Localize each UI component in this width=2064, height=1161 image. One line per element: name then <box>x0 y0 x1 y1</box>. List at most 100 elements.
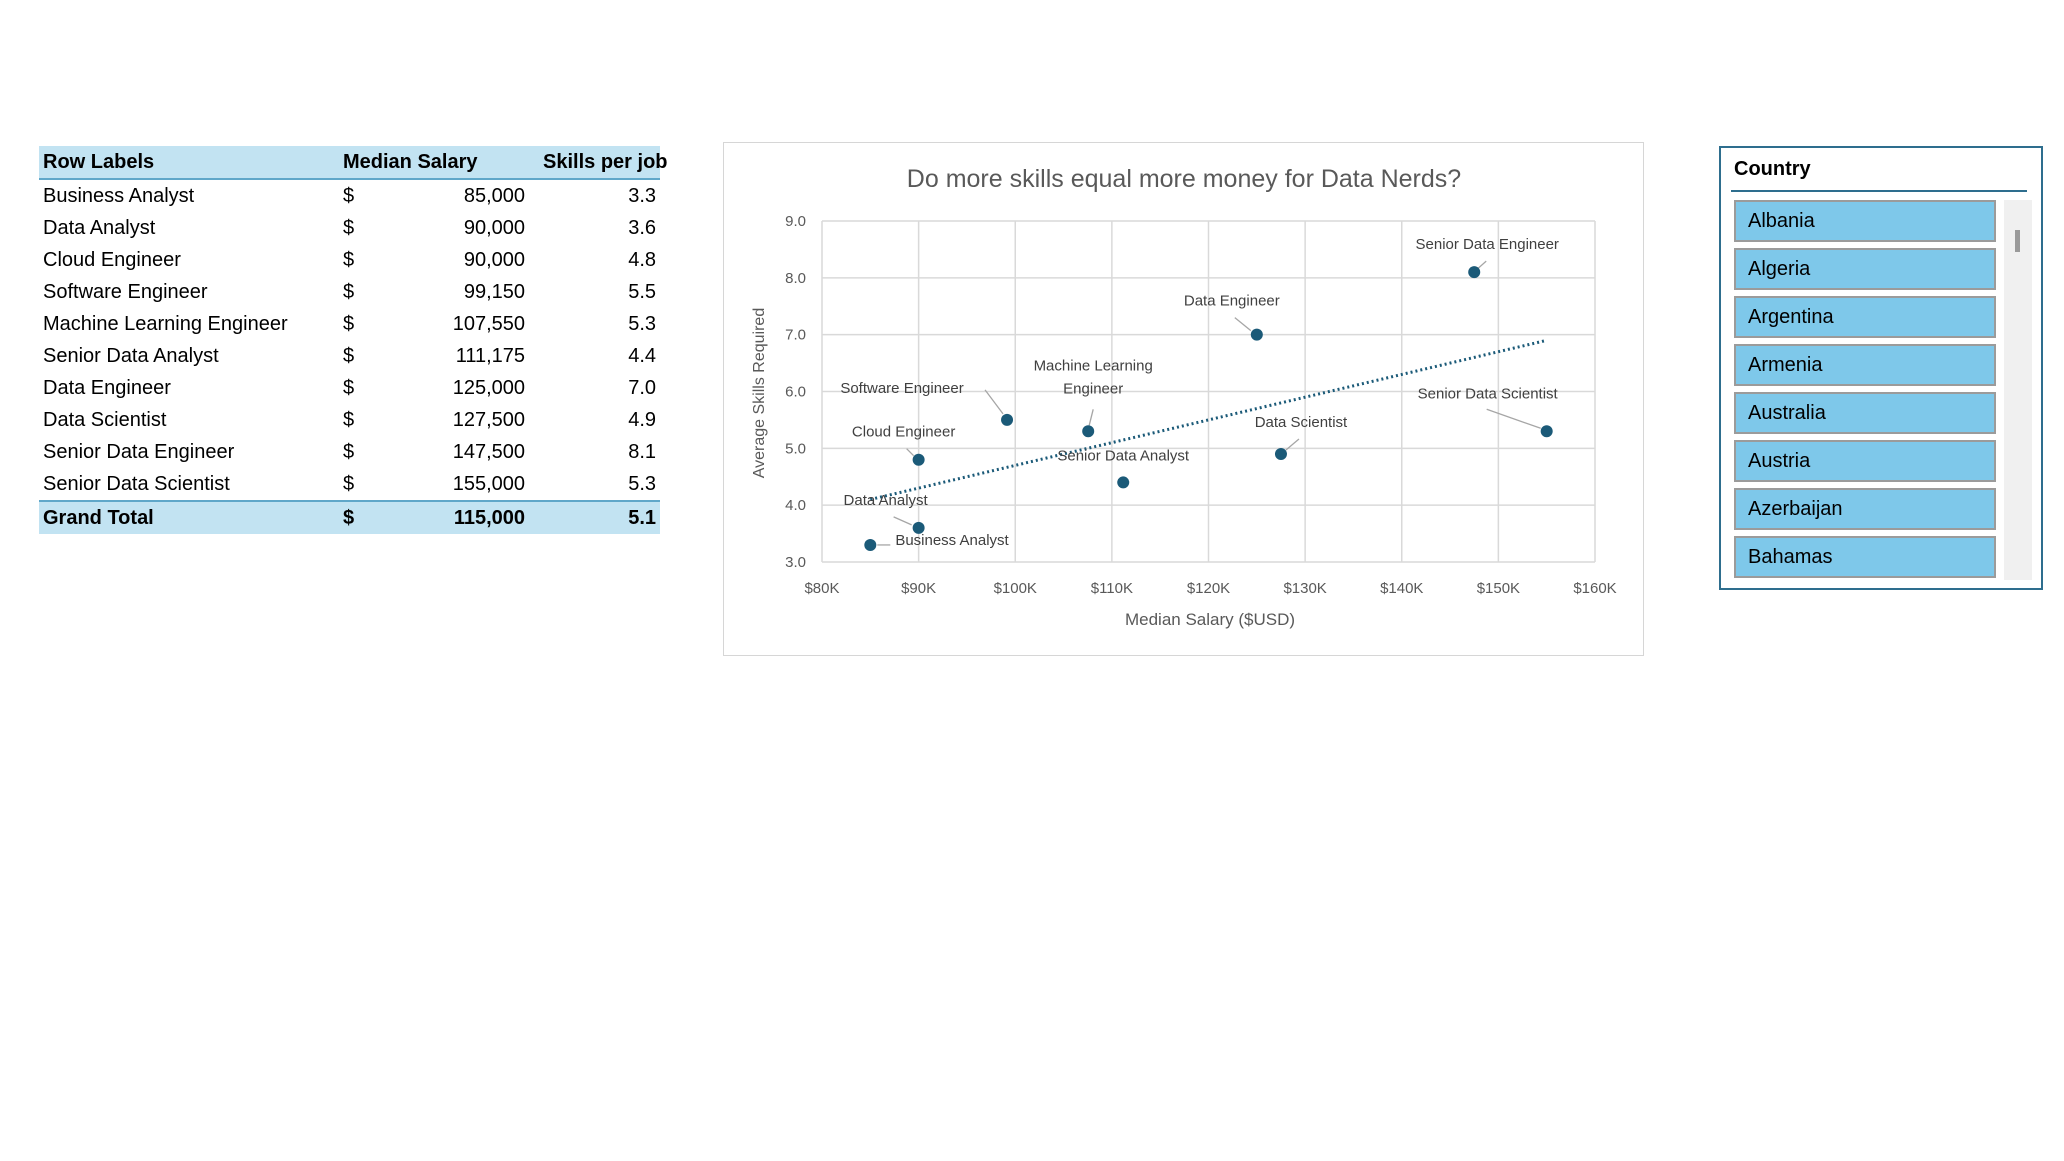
row-label[interactable]: Senior Data Scientist <box>43 472 230 495</box>
slicer-item[interactable]: Bahamas <box>1734 536 1996 578</box>
data-label-leader <box>1088 409 1094 426</box>
pivot-table: Row Labels Median Salary Skills per job … <box>39 146 668 534</box>
row-currency[interactable]: $ <box>343 280 355 303</box>
x-axis-title: Median Salary ($USD) <box>1125 610 1295 629</box>
row-label[interactable]: Data Analyst <box>43 216 156 239</box>
y-tick-label: 7.0 <box>785 327 806 344</box>
row-label[interactable]: Software Engineer <box>43 280 208 303</box>
chart-points: Business Analyst Data Analyst Cloud Engine… <box>840 236 1559 551</box>
scatter-point[interactable] <box>1468 266 1481 279</box>
scatter-point[interactable] <box>1274 448 1287 461</box>
slicer-scrollbar[interactable] <box>2004 200 2032 580</box>
slicer-divider <box>1731 190 2027 192</box>
row-skills[interactable]: 3.3 <box>628 184 657 207</box>
scatter-point[interactable] <box>1001 413 1014 426</box>
row-label[interactable]: Data Scientist <box>43 408 167 431</box>
data-label: Data Engineer <box>1184 293 1280 310</box>
row-currency[interactable]: $ <box>343 216 355 239</box>
header-row-labels[interactable]: Row Labels <box>39 146 339 180</box>
y-tick-label: 8.0 <box>785 270 806 287</box>
row-currency[interactable]: $ <box>343 408 355 431</box>
row-salary[interactable]: 111,175 <box>455 344 526 367</box>
slicer-item[interactable]: Azerbaijan <box>1734 488 1996 530</box>
row-label[interactable]: Business Analyst <box>43 184 195 207</box>
row-skills[interactable]: 7.0 <box>628 376 657 399</box>
row-salary[interactable]: 107,550 <box>452 312 526 335</box>
pivot-row: Machine Learning Engineer $107,550 5.3 <box>39 308 660 340</box>
y-tick-label: 6.0 <box>785 384 806 401</box>
x-tick-label: $110K <box>1091 580 1133 597</box>
row-label[interactable]: Senior Data Engineer <box>43 440 235 463</box>
pivot-grand-total-row: Grand Total $ 115,000 5.1 <box>39 500 661 534</box>
row-skills[interactable]: 4.9 <box>628 408 657 431</box>
x-tick-label: $160K <box>1573 580 1616 597</box>
row-skills[interactable]: 5.3 <box>628 472 657 495</box>
slicer-item[interactable]: Austria <box>1734 440 1996 482</box>
slicer-item[interactable]: Australia <box>1734 392 1996 434</box>
grand-total-label[interactable]: Grand Total <box>39 500 339 534</box>
header-median-salary[interactable]: Median Salary <box>339 146 530 180</box>
row-salary[interactable]: 125,000 <box>452 376 526 399</box>
country-slicer[interactable]: Country Albania Algeria Argentina Armenia Au… <box>1719 146 2043 590</box>
row-skills[interactable]: 3.6 <box>628 216 657 239</box>
row-salary[interactable]: 85,000 <box>463 184 526 207</box>
row-currency[interactable]: $ <box>343 376 355 399</box>
slicer-item[interactable]: Algeria <box>1734 248 1996 290</box>
row-skills[interactable]: 8.1 <box>628 440 657 463</box>
grand-total-skills[interactable]: 5.1 <box>529 500 661 534</box>
slicer-item[interactable]: Albania <box>1734 200 1996 242</box>
row-currency[interactable]: $ <box>343 312 355 335</box>
y-tick-label: 4.0 <box>785 497 806 514</box>
scatter-point[interactable] <box>1540 425 1553 438</box>
pivot-row: Senior Data Engineer $147,500 8.1 <box>39 436 660 468</box>
scatter-point[interactable] <box>864 538 877 551</box>
row-salary[interactable]: 147,500 <box>452 440 526 463</box>
scatter-point[interactable] <box>1117 476 1130 489</box>
row-salary[interactable]: 155,000 <box>452 472 526 495</box>
data-label: Cloud Engineer <box>852 424 955 441</box>
pivot-row: Senior Data Analyst $111,175 4.4 <box>39 340 660 372</box>
chart-gridlines <box>821 220 1596 563</box>
scatter-point[interactable] <box>912 453 925 466</box>
row-skills[interactable]: 5.5 <box>628 280 657 303</box>
row-currency[interactable]: $ <box>343 248 355 271</box>
data-label: Senior Data Engineer <box>1416 236 1559 253</box>
data-label-leader <box>1285 438 1300 451</box>
row-salary[interactable]: 90,000 <box>463 216 526 239</box>
row-currency[interactable]: $ <box>343 184 355 207</box>
data-label-leader <box>1476 260 1487 270</box>
row-label[interactable]: Senior Data Analyst <box>43 344 219 367</box>
slicer-item[interactable]: Argentina <box>1734 296 1996 338</box>
x-tick-label: $80K <box>804 580 839 597</box>
row-label[interactable]: Cloud Engineer <box>43 248 181 271</box>
grand-total-salary[interactable]: 115,000 <box>379 500 530 534</box>
scatter-chart[interactable]: Do more skills equal more money for Data… <box>723 142 1644 656</box>
data-label: Machine Learning <box>1034 357 1153 374</box>
row-label[interactable]: Machine Learning Engineer <box>43 312 288 335</box>
x-tick-label: $120K <box>1187 580 1230 597</box>
row-label[interactable]: Data Engineer <box>43 376 171 399</box>
scatter-point[interactable] <box>1250 328 1263 341</box>
row-skills[interactable]: 4.8 <box>628 248 657 271</box>
row-salary[interactable]: 90,000 <box>463 248 526 271</box>
row-currency[interactable]: $ <box>343 344 355 367</box>
header-skills-per-job[interactable]: Skills per job <box>529 146 668 180</box>
slicer-item[interactable]: Armenia <box>1734 344 1996 386</box>
row-currency[interactable]: $ <box>343 440 355 463</box>
x-tick-label: $150K <box>1477 580 1520 597</box>
pivot-row: Software Engineer $99,150 5.5 <box>39 276 660 308</box>
grand-total-currency[interactable]: $ <box>339 500 379 534</box>
row-salary[interactable]: 127,500 <box>452 408 526 431</box>
scatter-point[interactable] <box>1082 425 1095 438</box>
row-skills[interactable]: 5.3 <box>628 312 657 335</box>
row-skills[interactable]: 4.4 <box>628 344 657 367</box>
pivot-row: Business Analyst $85,000 3.3 <box>39 179 660 212</box>
row-salary[interactable]: 99,150 <box>463 280 526 303</box>
data-label: Business Analyst <box>895 532 1009 549</box>
pivot-row: Data Analyst $90,000 3.6 <box>39 212 660 244</box>
scatter-point[interactable] <box>912 521 925 534</box>
row-currency[interactable]: $ <box>343 472 355 495</box>
x-tick-label: $130K <box>1283 580 1326 597</box>
data-label-line2: Engineer <box>1063 380 1123 397</box>
slicer-scroll-thumb[interactable] <box>2015 230 2020 252</box>
